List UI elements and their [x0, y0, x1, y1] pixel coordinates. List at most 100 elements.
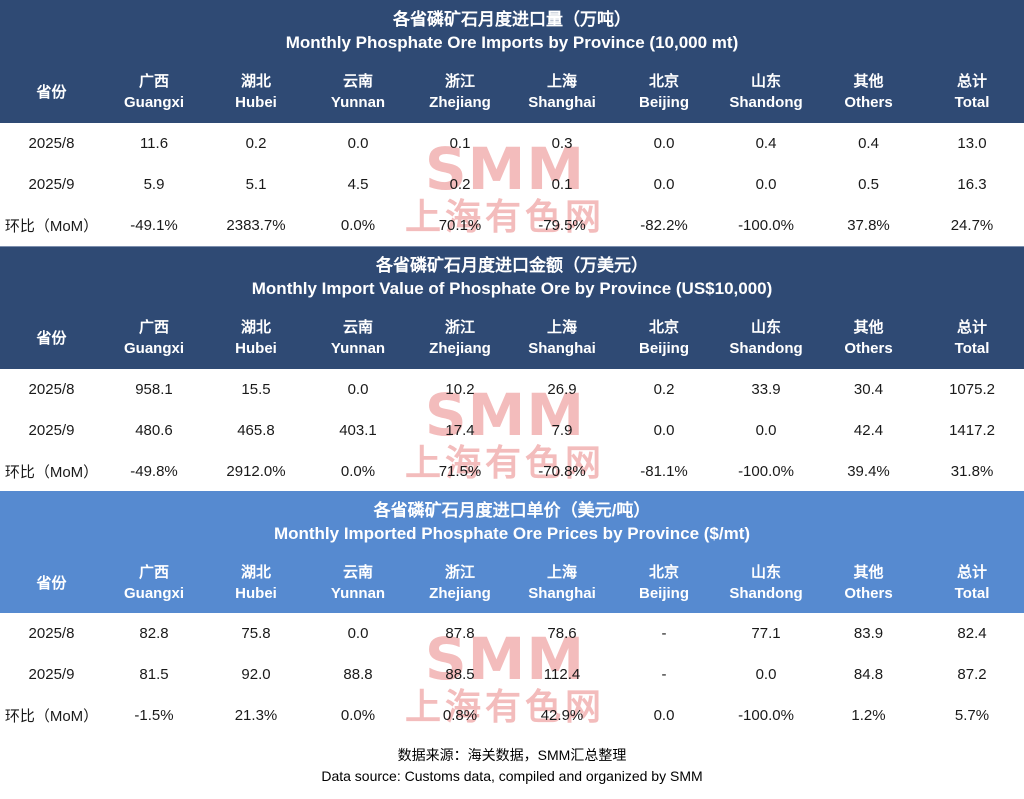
- cell-guangxi: 82.8: [139, 625, 169, 642]
- header-row: 省份 广西 Guangxi 湖北 Hubei 云南 Yunnan 浙江 Zhejiang…: [0, 61, 1024, 123]
- cell-yunnan: 88.8: [343, 666, 373, 683]
- cell-total: 16.3: [957, 176, 987, 193]
- cell-guangxi: -49.1%: [130, 217, 178, 234]
- cell-yunnan: 403.1: [339, 422, 377, 439]
- col-header-province: 省份: [0, 61, 103, 123]
- cell-guangxi: 480.6: [135, 422, 173, 439]
- cell-shandong: -100.0%: [738, 707, 794, 724]
- cell-shanghai: 42.9%: [540, 707, 584, 724]
- cell-shandong: 0.0: [755, 666, 777, 683]
- col-header-shandong: 山东 Shandong: [715, 553, 817, 613]
- cell-zhejiang: 87.8: [445, 625, 475, 642]
- table-row: 2025/8 82.8 75.8 0.0 87.8 78.6 - 77.1 83…: [0, 613, 1024, 654]
- cell-shandong: 0.4: [755, 135, 777, 152]
- cell-yunnan: 0.0: [347, 625, 369, 642]
- col-header-beijing: 北京 Beijing: [613, 61, 715, 123]
- table-title-en: Monthly Import Value of Phosphate Ore by…: [251, 279, 773, 298]
- header-row: 省份 广西 Guangxi 湖北 Hubei 云南 Yunnan 浙江 Zhejiang…: [0, 553, 1024, 613]
- col-header-guangxi: 广西 Guangxi: [103, 61, 205, 123]
- cell-yunnan: 0.0%: [340, 463, 376, 480]
- cell-yunnan: 0.0: [347, 135, 369, 152]
- cell-shanghai: 0.1: [551, 176, 573, 193]
- table-title-en: Monthly Phosphate Ore Imports by Provinc…: [285, 32, 739, 52]
- cell-guangxi: 11.6: [139, 135, 169, 152]
- cell-others: 1.2%: [851, 707, 886, 724]
- cell-total: 24.7%: [950, 217, 994, 234]
- cell-total: 5.7%: [954, 707, 990, 724]
- cell-yunnan: 4.5: [347, 176, 369, 193]
- cell-hubei: 15.5: [241, 381, 271, 398]
- col-header-yunnan: 云南 Yunnan: [307, 61, 409, 123]
- col-header-others: 其他 Others: [817, 61, 920, 123]
- row-label: 2025/9: [28, 176, 75, 193]
- row-label: 环比（MoM）: [4, 708, 99, 725]
- cell-shandong: 77.1: [751, 625, 781, 642]
- data-source: 数据来源：海关数据，SMM汇总整理 Data source: Customs d…: [0, 745, 1024, 787]
- cell-guangxi: 5.9: [143, 176, 165, 193]
- cell-hubei: 75.8: [241, 625, 271, 642]
- table-title-zh: 各省磷矿石月度进口金额（万美元）: [376, 256, 649, 275]
- col-header-shanghai: 上海 Shanghai: [511, 307, 613, 369]
- col-header-total: 总计 Total: [920, 61, 1024, 123]
- col-header-shanghai: 上海 Shanghai: [511, 553, 613, 613]
- col-header-guangxi: 广西 Guangxi: [103, 307, 205, 369]
- row-label: 2025/8: [28, 625, 75, 642]
- table-row-mom: 环比（MoM） -49.8% 2912.0% 0.0% 71.5% -70.8%…: [0, 451, 1024, 492]
- cell-beijing: 0.0: [653, 135, 675, 152]
- cell-hubei: 92.0: [241, 666, 271, 683]
- table-title-zh: 各省磷矿石月度进口单价（美元/吨）: [373, 501, 651, 520]
- cell-beijing: -: [661, 625, 667, 642]
- table-row: 2025/8 11.6 0.2 0.0 0.1 0.3 0.0 0.4 0.4 …: [0, 123, 1024, 164]
- cell-shandong: -100.0%: [738, 463, 794, 480]
- cell-zhejiang: 10.2: [445, 381, 475, 398]
- table-row-mom: 环比（MoM） -49.1% 2383.7% 0.0% 70.1% -79.5%…: [0, 205, 1024, 246]
- cell-total: 1075.2: [949, 381, 995, 398]
- cell-zhejiang: 0.2: [449, 176, 471, 193]
- import-price-table: 各省磷矿石月度进口单价（美元/吨） Monthly Imported Phosp…: [0, 491, 1024, 736]
- cell-zhejiang: 70.1%: [438, 217, 482, 234]
- cell-others: 84.8: [853, 666, 884, 683]
- cell-total: 82.4: [957, 625, 987, 642]
- header-row: 省份 广西 Guangxi 湖北 Hubei 云南 Yunnan 浙江 Zhejiang…: [0, 307, 1024, 369]
- row-label: 环比（MoM）: [4, 464, 99, 481]
- row-label: 2025/9: [28, 666, 75, 683]
- table-row: 2025/9 5.9 5.1 4.5 0.2 0.1 0.0 0.0 0.5 1…: [0, 164, 1024, 205]
- col-header-total: 总计 Total: [920, 553, 1024, 613]
- col-header-others: 其他 Others: [817, 553, 920, 613]
- cell-others: 83.9: [853, 625, 884, 642]
- cell-shandong: 0.0: [755, 422, 777, 439]
- row-label: 2025/8: [28, 135, 75, 152]
- col-header-hubei: 湖北 Hubei: [205, 553, 307, 613]
- col-header-total: 总计 Total: [920, 307, 1024, 369]
- cell-total: 87.2: [957, 666, 987, 683]
- cell-others: 39.4%: [847, 463, 890, 480]
- cell-shanghai: 7.9: [551, 422, 573, 439]
- cell-hubei: 465.8: [237, 422, 275, 439]
- cell-beijing: -82.2%: [640, 217, 688, 234]
- col-header-zhejiang: 浙江 Zhejiang: [409, 553, 511, 613]
- cell-hubei: 2912.0%: [226, 463, 286, 480]
- cell-total: 13.0: [957, 135, 987, 152]
- row-label: 2025/8: [28, 381, 75, 398]
- table-title: 各省磷矿石月度进口量（万吨） Monthly Phosphate Ore Imp…: [0, 0, 1024, 61]
- col-header-beijing: 北京 Beijing: [613, 553, 715, 613]
- cell-guangxi: -49.8%: [130, 463, 178, 480]
- col-header-others: 其他 Others: [817, 307, 920, 369]
- col-header-zhejiang: 浙江 Zhejiang: [409, 61, 511, 123]
- cell-yunnan: 0.0%: [340, 217, 376, 234]
- col-header-province: 省份: [0, 307, 103, 369]
- cell-shandong: 0.0: [755, 176, 777, 193]
- cell-others: 0.4: [858, 135, 879, 152]
- table-row-mom: 环比（MoM） -1.5% 21.3% 0.0% 0.8% 42.9% 0.0 …: [0, 695, 1024, 736]
- cell-hubei: 5.1: [245, 176, 267, 193]
- cell-total: 1417.2: [949, 422, 995, 439]
- cell-beijing: 0.0: [653, 176, 675, 193]
- cell-yunnan: 0.0%: [340, 707, 376, 724]
- col-header-yunnan: 云南 Yunnan: [307, 307, 409, 369]
- cell-others: 42.4: [853, 422, 884, 439]
- table-title: 各省磷矿石月度进口单价（美元/吨） Monthly Imported Phosp…: [0, 491, 1024, 553]
- cell-guangxi: -1.5%: [134, 707, 174, 724]
- cell-total: 31.8%: [950, 463, 994, 480]
- col-header-shanghai: 上海 Shanghai: [511, 61, 613, 123]
- cell-others: 0.5: [858, 176, 879, 193]
